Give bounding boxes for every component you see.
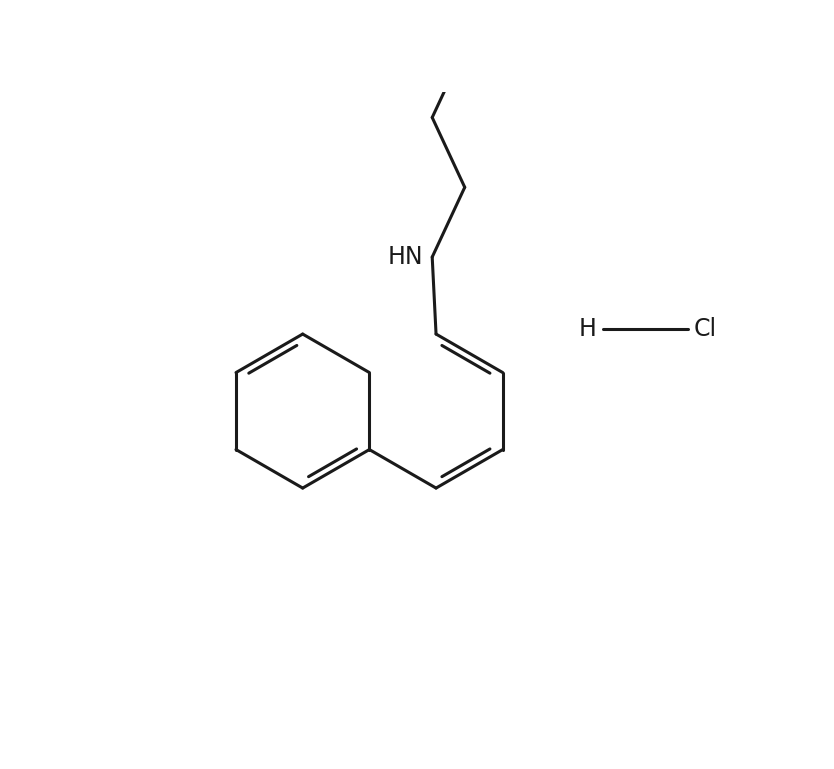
Text: H: H — [579, 317, 597, 341]
Text: HN: HN — [387, 245, 423, 269]
Text: Cl: Cl — [694, 317, 717, 341]
